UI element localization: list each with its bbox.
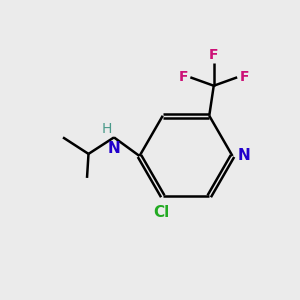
Text: F: F: [239, 70, 249, 84]
Text: F: F: [179, 70, 188, 84]
Text: N: N: [238, 148, 251, 164]
Text: F: F: [209, 48, 218, 62]
Text: N: N: [108, 141, 120, 156]
Text: Cl: Cl: [153, 205, 169, 220]
Text: H: H: [101, 122, 112, 136]
